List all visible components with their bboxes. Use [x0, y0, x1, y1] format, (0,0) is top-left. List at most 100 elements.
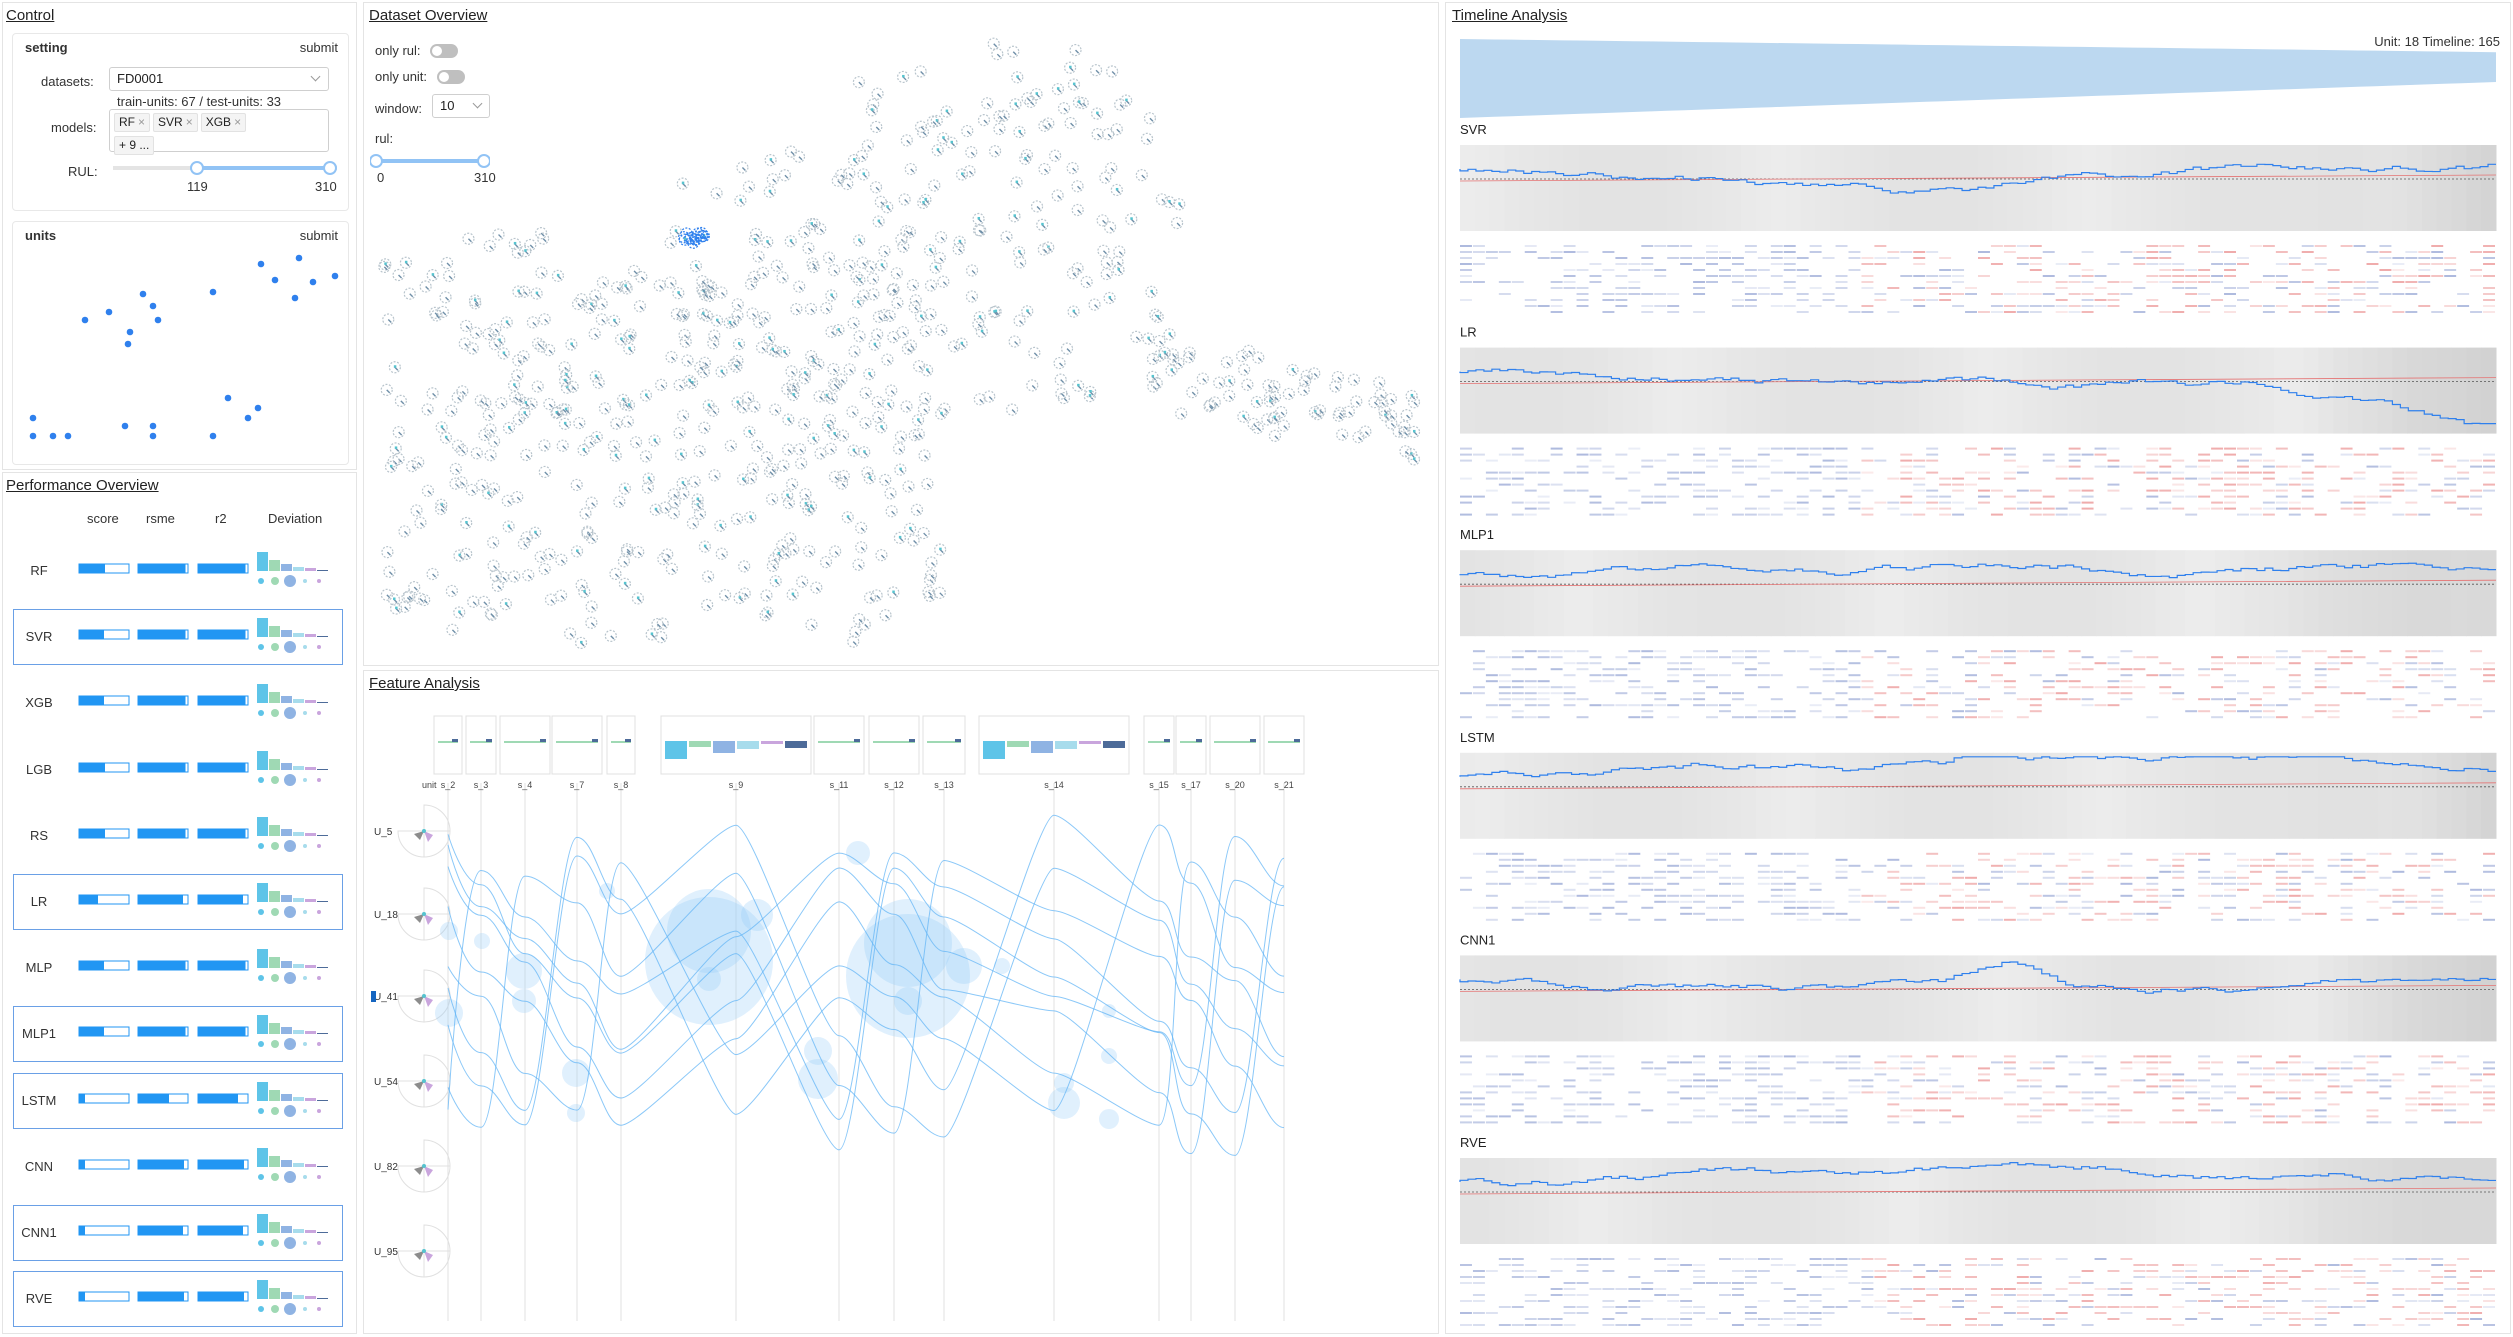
projection-glyph	[917, 402, 930, 416]
model-metric-bars	[78, 1015, 328, 1051]
selected-model-highlight	[13, 1205, 343, 1261]
rul-range-slider[interactable]	[109, 158, 341, 178]
model-tag[interactable]: SVR ×	[153, 113, 198, 132]
projection-glyph	[392, 426, 405, 439]
projection-glyph	[684, 231, 697, 245]
feature-bar	[556, 741, 598, 743]
models-multiselect[interactable]: RF × SVR × XGB × + 9 ...	[109, 109, 329, 155]
projection-glyph	[827, 264, 841, 277]
window-select[interactable]: 10	[432, 94, 490, 118]
deviation-bar	[305, 568, 316, 571]
deviation-bar	[293, 567, 304, 571]
projection-glyph	[786, 478, 799, 491]
dataset-projection-plot[interactable]	[364, 3, 1438, 665]
close-icon[interactable]: ×	[185, 115, 193, 129]
units-scatter-plot[interactable]	[13, 248, 348, 462]
projection-glyph	[532, 337, 545, 350]
rul-filter-slider[interactable]	[370, 151, 490, 171]
projection-glyph	[901, 342, 914, 355]
deviation-bar	[317, 901, 328, 902]
projection-glyph	[478, 428, 491, 442]
deviation-bar	[281, 1027, 292, 1035]
timeline-chart[interactable]: SVR LR MLP1 LSTM CNN1 RVE	[1446, 3, 2510, 1333]
close-icon[interactable]: ×	[138, 115, 146, 129]
deviation-bar	[293, 1030, 304, 1035]
projection-glyph	[871, 328, 884, 341]
projection-glyph	[456, 385, 469, 398]
projection-glyph	[853, 330, 866, 343]
performance-row[interactable]: MLP	[13, 940, 343, 996]
projection-glyph	[874, 195, 887, 208]
performance-row[interactable]: RF	[13, 543, 343, 599]
projection-glyph	[900, 134, 913, 147]
performance-row[interactable]: SVR	[13, 609, 343, 666]
timeline-red-line	[1459, 174, 2497, 182]
deviation-bar	[293, 964, 304, 969]
projection-glyph	[621, 415, 634, 428]
projection-glyph	[820, 389, 833, 402]
projection-glyph	[1007, 45, 1020, 58]
projection-glyph	[886, 283, 899, 297]
projection-glyph	[766, 173, 779, 186]
close-icon[interactable]: ×	[234, 115, 242, 129]
metric-bar-fill	[198, 762, 246, 772]
projection-glyph	[708, 469, 721, 482]
performance-row[interactable]: CNN1	[13, 1205, 343, 1261]
projection-glyph	[429, 306, 442, 319]
projection-glyph	[1120, 94, 1133, 107]
feature-bar	[1180, 741, 1202, 743]
projection-glyph	[1163, 195, 1176, 209]
projection-glyph	[919, 392, 932, 405]
dataset-select[interactable]: FD0001	[109, 67, 329, 91]
model-tag[interactable]: RF ×	[114, 113, 151, 132]
deviation-bar	[269, 692, 280, 704]
feature-box	[1263, 715, 1305, 775]
only-rul-toggle[interactable]	[430, 44, 458, 58]
performance-row[interactable]: CNN	[13, 1139, 343, 1195]
performance-row[interactable]: XGB	[13, 675, 343, 731]
feature-bubble	[474, 933, 490, 949]
performance-row[interactable]: LGB	[13, 742, 343, 798]
model-metric-bars	[78, 1147, 328, 1183]
projection-glyph	[868, 338, 881, 351]
metric-bar-frame	[78, 1225, 130, 1236]
performance-rows: RF SVR XGB LGB RS LR MLP MLP1 LSTM CNN CNN1 RVE	[3, 473, 356, 1333]
projection-glyph	[766, 493, 779, 506]
performance-row[interactable]: LR	[13, 874, 343, 930]
feature-bar	[1294, 739, 1300, 742]
timeline-red-line	[1459, 579, 2497, 587]
feature-label: s_4	[518, 780, 533, 790]
performance-panel: Performance Overview score rsme r2 Devia…	[2, 472, 357, 1334]
setting-submit-button[interactable]: submit	[299, 40, 338, 55]
projection-glyph	[698, 540, 711, 553]
projection-glyph	[543, 397, 556, 411]
projection-glyph	[681, 354, 694, 367]
projection-glyph	[1359, 425, 1372, 438]
deviation-bar	[281, 1226, 292, 1233]
projection-glyph	[610, 417, 623, 430]
deviation-bar	[269, 957, 280, 969]
projection-glyph	[952, 242, 965, 256]
units-card: units submit	[12, 221, 349, 465]
deviation-dot	[317, 910, 321, 914]
projection-glyph	[698, 356, 711, 369]
timeline-red-line	[1459, 782, 2497, 790]
feature-analysis-chart[interactable]: s_2 s_3 s_4 s_7 s_8 s_9 s_11 s_12 s_13 s_14 s_15 s_…	[364, 671, 1438, 1333]
projection-glyph	[1038, 119, 1051, 132]
projection-glyph	[469, 297, 482, 310]
units-submit-button[interactable]: submit	[299, 228, 338, 243]
projection-glyph	[903, 226, 917, 239]
performance-row[interactable]: RVE	[13, 1271, 343, 1328]
performance-row[interactable]: MLP1	[13, 1006, 343, 1063]
metric-bar-fill	[79, 630, 104, 640]
performance-row[interactable]: LSTM	[13, 1072, 343, 1129]
col-r2: r2	[215, 511, 227, 526]
feature-bar	[1196, 739, 1202, 742]
model-tag[interactable]: XGB ×	[200, 113, 247, 132]
projection-glyph	[872, 410, 885, 424]
projection-glyph	[919, 324, 932, 338]
only-unit-toggle[interactable]	[437, 70, 465, 84]
timeline-model-label: MLP1	[1460, 527, 1494, 542]
model-more-tag[interactable]: + 9 ...	[114, 136, 155, 155]
performance-row[interactable]: RS	[13, 808, 343, 864]
